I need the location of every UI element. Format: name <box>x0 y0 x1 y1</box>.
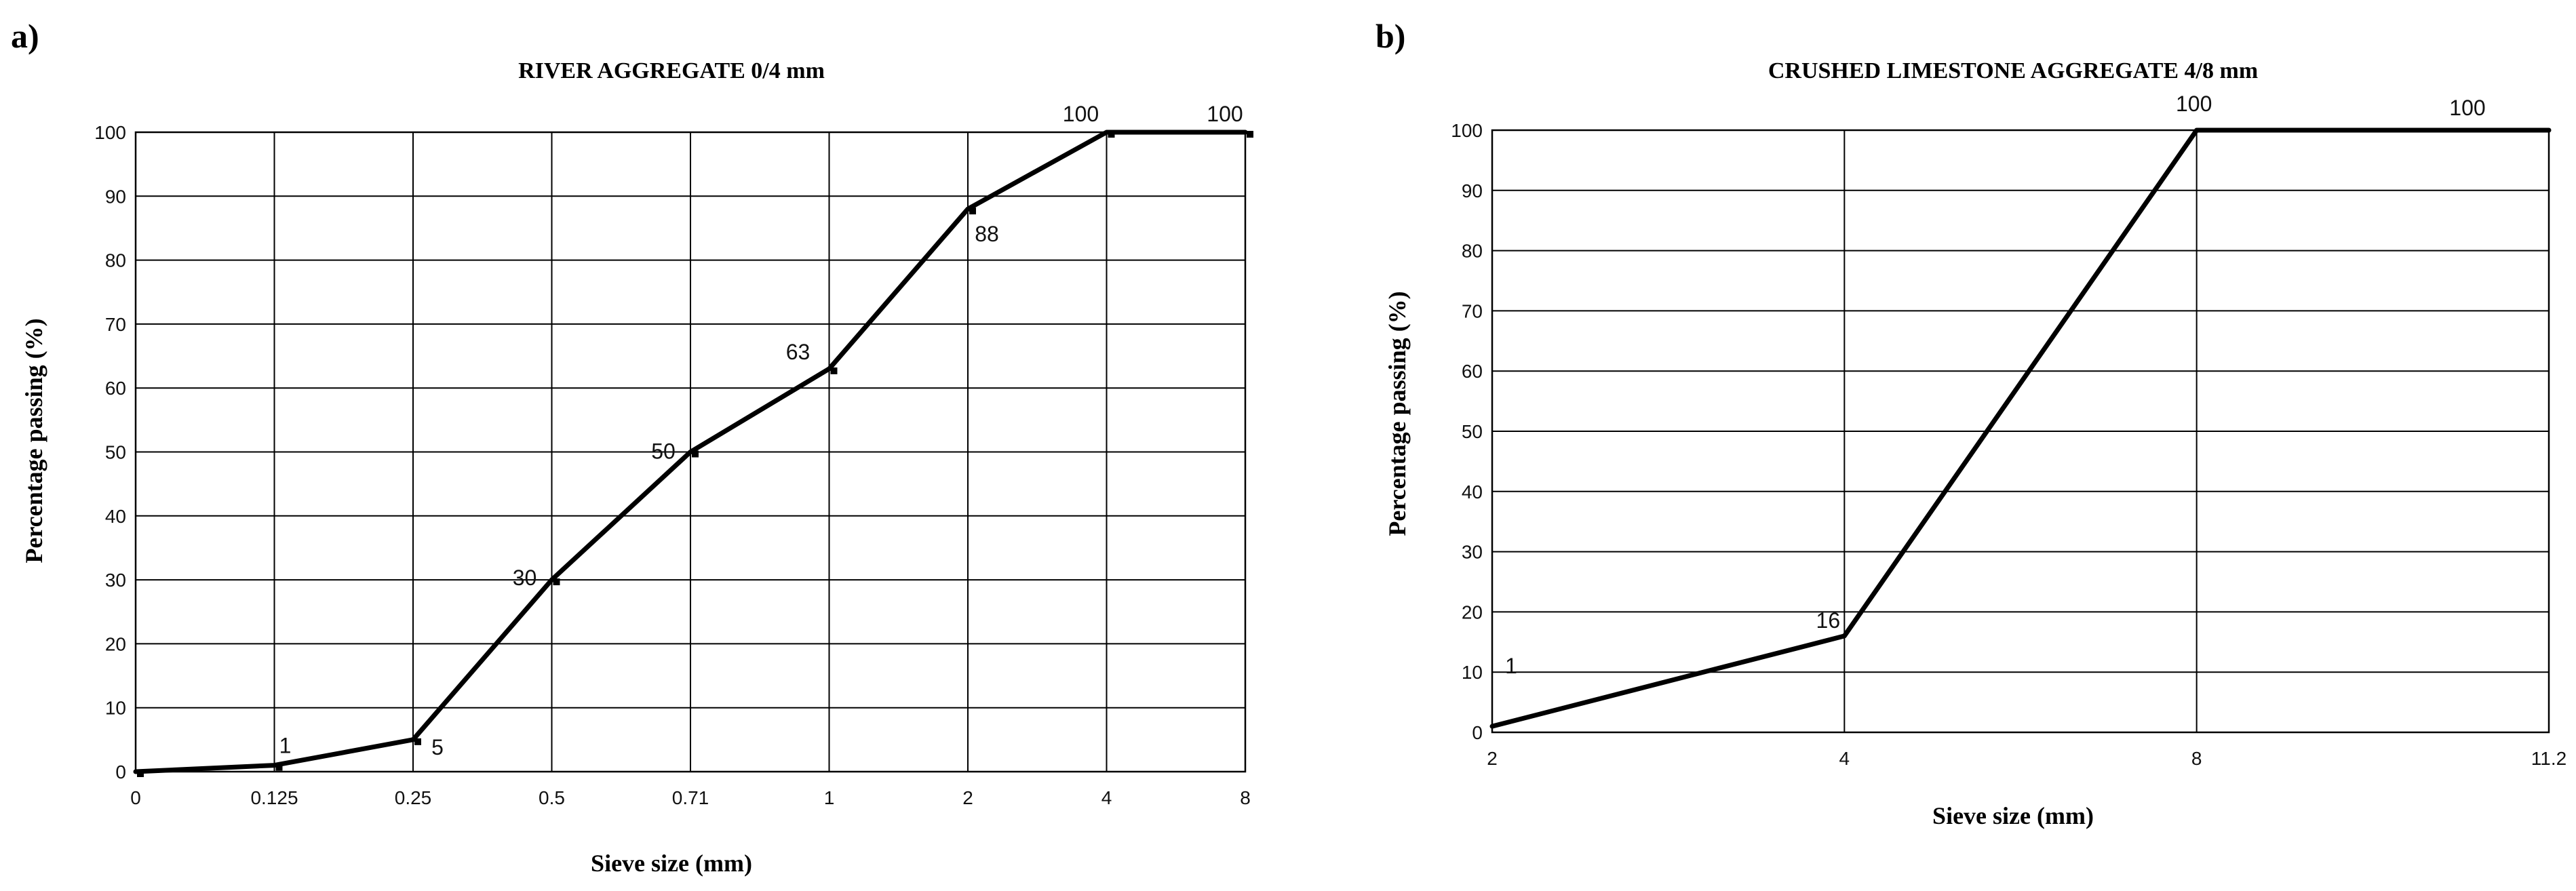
b-plot-frame <box>1491 129 2550 734</box>
chart-b-data-labels: 1 16 100 100 <box>1505 92 2486 678</box>
a-y-tick-label: 70 <box>105 314 126 335</box>
b-y-tick-label: 10 <box>1462 662 1483 683</box>
a-y-tick-label: 100 <box>94 122 126 143</box>
a-x-tick-label: 0.5 <box>539 787 565 808</box>
a-data-point <box>969 207 976 215</box>
a-x-tick-label: 2 <box>962 787 973 808</box>
chart-a-y-axis-label: Percentage passing (%) <box>20 318 47 563</box>
a-data-point <box>692 450 699 458</box>
a-data-point <box>553 578 560 586</box>
a-data-label: 1 <box>279 734 292 758</box>
chart-a: a) RIVER AGGREGATE 0/4 mm Sieve size (mm… <box>11 17 1253 877</box>
chart-a-data-labels: 1 5 30 50 63 88 100 100 <box>279 102 1243 759</box>
chart-a-y-ticks: 0 10 20 30 40 50 60 70 80 90 100 <box>94 122 126 783</box>
a-y-tick-label: 40 <box>105 506 126 527</box>
b-y-tick-label: 0 <box>1472 722 1483 743</box>
a-data-label: 50 <box>651 439 676 464</box>
chart-b-x-ticks: 2 4 8 11.2 <box>1487 748 2567 769</box>
a-data-label: 100 <box>1063 102 1099 126</box>
b-y-tick-label: 90 <box>1462 180 1483 201</box>
a-y-tick-label: 50 <box>105 442 126 463</box>
a-data-point <box>1108 131 1115 138</box>
a-x-tick-label: 0.71 <box>672 787 709 808</box>
a-x-tick-label: 1 <box>824 787 835 808</box>
a-data-point <box>1247 131 1253 138</box>
a-y-tick-label: 10 <box>105 698 126 719</box>
a-y-tick-label: 60 <box>105 378 126 399</box>
a-x-tick-label: 8 <box>1240 787 1251 808</box>
a-data-label: 100 <box>1207 102 1243 126</box>
b-x-tick-label: 8 <box>2191 748 2202 769</box>
b-x-tick-label: 4 <box>1839 748 1850 769</box>
b-data-label: 100 <box>2449 96 2485 120</box>
chart-a-panel-letter: a) <box>11 17 39 55</box>
b-x-tick-label: 11.2 <box>2531 748 2567 769</box>
b-data-label: 16 <box>1816 608 1841 633</box>
a-data-label: 88 <box>975 222 999 246</box>
chart-b-y-axis-label: Percentage passing (%) <box>1384 291 1411 536</box>
chart-b-series <box>1489 127 2552 729</box>
b-y-tick-label: 20 <box>1462 601 1483 622</box>
b-y-tick-label: 70 <box>1462 300 1483 321</box>
b-y-tick-label: 50 <box>1462 421 1483 442</box>
a-data-point <box>414 738 421 745</box>
chart-a-x-axis-label: Sieve size (mm) <box>591 850 752 877</box>
a-plot-frame <box>134 131 1247 773</box>
a-series-line <box>133 130 1248 774</box>
a-y-tick-label: 20 <box>105 633 126 654</box>
a-data-point <box>137 770 144 777</box>
a-data-label: 30 <box>513 566 537 590</box>
a-y-tick-label: 0 <box>115 761 126 783</box>
b-data-label: 1 <box>1505 654 1517 678</box>
b-data-label: 100 <box>2176 92 2212 116</box>
b-y-tick-label: 80 <box>1462 241 1483 262</box>
a-data-label: 5 <box>431 735 444 759</box>
a-data-label: 63 <box>786 340 811 364</box>
chart-b-x-axis-label: Sieve size (mm) <box>1932 802 2094 829</box>
chart-b: b) CRUSHED LIMESTONE AGGREGATE 4/8 mm Si… <box>1375 17 2567 829</box>
a-y-tick-label: 30 <box>105 570 126 591</box>
a-data-point <box>830 367 838 374</box>
chart-a-series <box>133 130 1253 777</box>
chart-a-x-ticks: 0 0.125 0.25 0.5 0.71 1 2 4 8 <box>130 787 1251 808</box>
chart-a-title: RIVER AGGREGATE 0/4 mm <box>518 58 825 83</box>
a-x-tick-label: 0.25 <box>395 787 432 808</box>
a-y-tick-label: 90 <box>105 186 126 207</box>
chart-b-y-ticks: 0 10 20 30 40 50 60 70 80 90 100 <box>1451 120 1483 743</box>
a-data-point <box>275 764 283 771</box>
a-x-tick-label: 0.125 <box>250 787 298 808</box>
a-x-tick-label: 4 <box>1101 787 1112 808</box>
b-x-tick-label: 2 <box>1487 748 1498 769</box>
a-y-tick-label: 80 <box>105 250 126 271</box>
chart-b-title: CRUSHED LIMESTONE AGGREGATE 4/8 mm <box>1768 58 2258 83</box>
chart-b-panel-letter: b) <box>1375 17 1405 55</box>
b-y-tick-label: 60 <box>1462 361 1483 382</box>
chart-b-gridlines <box>1491 129 2550 734</box>
a-x-tick-label: 0 <box>130 787 141 808</box>
b-y-tick-label: 40 <box>1462 481 1483 502</box>
b-y-tick-label: 30 <box>1462 542 1483 563</box>
b-series-line <box>1489 127 2552 729</box>
b-y-tick-label: 100 <box>1451 120 1483 141</box>
